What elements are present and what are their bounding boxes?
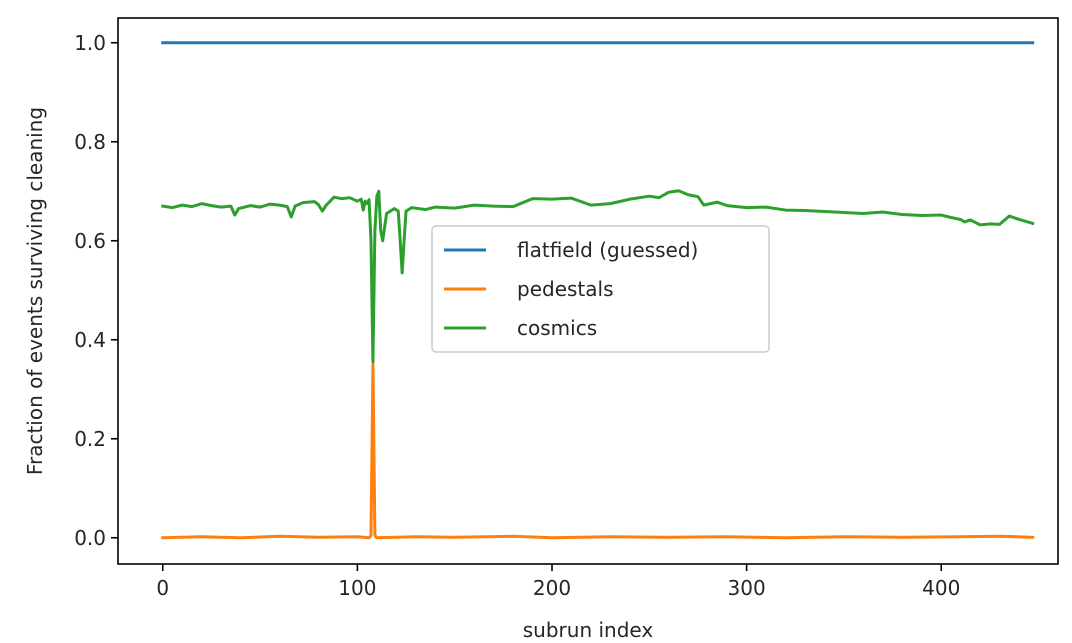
x-tick-label: 300 (728, 576, 766, 600)
legend-label: cosmics (517, 316, 597, 340)
y-tick-label: 0.0 (74, 526, 106, 550)
legend-box (431, 225, 770, 353)
axes-frame (117, 17, 1059, 565)
y-tick-label: 0.4 (74, 328, 106, 352)
plot-frame (117, 17, 1059, 565)
y-tick-label: 0.6 (74, 229, 106, 253)
x-tick-label: 400 (922, 576, 960, 600)
legend: flatfield (guessed) pedestals cosmics (431, 225, 770, 353)
series-line-cosmics (161, 189, 1035, 364)
y-tick-label: 0.8 (74, 130, 106, 154)
plot-lines (161, 41, 1035, 540)
x-tick-label: 0 (156, 576, 169, 600)
series-line-pedestals (161, 363, 1035, 540)
x-axis: 0 100 200 300 400 (156, 564, 960, 600)
x-tick-label: 100 (338, 576, 376, 600)
legend-label: flatfield (guessed) (517, 238, 698, 262)
x-tick-label: 200 (533, 576, 571, 600)
legend-label: pedestals (517, 277, 614, 301)
y-axis: 0.0 0.2 0.4 0.6 0.8 1.0 (74, 31, 118, 550)
y-axis-label: Fraction of events surviving cleaning (23, 107, 47, 475)
y-tick-label: 0.2 (74, 427, 106, 451)
x-axis-label: subrun index (523, 618, 654, 642)
y-tick-label: 1.0 (74, 31, 106, 55)
